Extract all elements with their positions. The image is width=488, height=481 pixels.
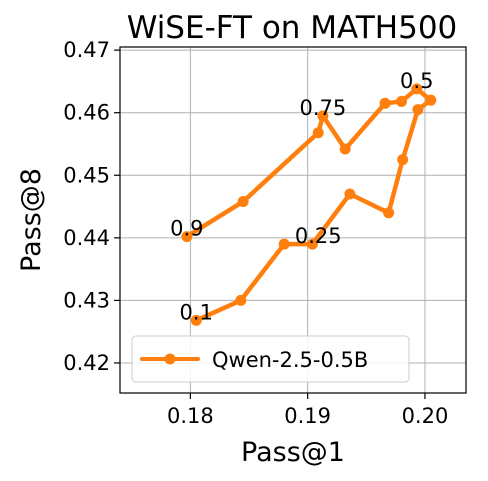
legend: Qwen-2.5-0.5B — [131, 335, 410, 383]
x-tick-label: 0.18 — [167, 404, 214, 428]
series-layer — [181, 83, 437, 326]
point-annotation: 0.9 — [170, 217, 203, 241]
data-point — [411, 83, 423, 95]
y-tick-label: 0.42 — [63, 351, 110, 375]
legend-marker — [164, 353, 176, 365]
point-annotation: 0.25 — [295, 224, 342, 248]
chart-title: WiSE-FT on MATH500 — [127, 10, 458, 46]
x-tick-label: 0.20 — [402, 404, 449, 428]
data-point — [312, 127, 324, 139]
data-point — [383, 207, 395, 219]
data-point — [235, 294, 247, 306]
data-point — [344, 188, 356, 200]
legend-box — [131, 335, 410, 383]
y-tick-label: 0.44 — [63, 226, 110, 250]
data-point — [412, 104, 424, 116]
point-annotation: 0.5 — [400, 69, 433, 93]
y-tick-label: 0.47 — [63, 38, 110, 62]
ticks: 0.18 0.19 0.20 0.42 0.43 0.44 0.45 0.46 0.47 — [63, 38, 448, 428]
legend-label: Qwen-2.5-0.5B — [212, 348, 368, 372]
point-annotation: 0.1 — [180, 300, 213, 324]
point-annotation: 0.75 — [300, 96, 347, 120]
data-point — [237, 196, 249, 208]
y-tick-label: 0.43 — [63, 288, 110, 312]
data-point — [379, 97, 391, 109]
data-point — [317, 110, 329, 122]
data-point — [425, 94, 437, 106]
data-point — [395, 95, 407, 107]
series-line — [184, 86, 434, 323]
x-tick-label: 0.19 — [284, 404, 331, 428]
y-tick-label: 0.45 — [63, 163, 110, 187]
data-point — [190, 314, 202, 326]
y-tick-label: 0.46 — [63, 101, 110, 125]
x-axis-label: Pass@1 — [241, 437, 345, 468]
plot-frame — [119, 46, 467, 394]
data-point — [306, 238, 318, 250]
data-point — [397, 154, 409, 166]
data-point — [339, 143, 351, 155]
y-axis-label: Pass@8 — [16, 168, 47, 272]
data-point — [278, 238, 290, 250]
data-point — [181, 231, 193, 243]
annotations: 0.1 0.25 0.5 0.75 0.9 — [170, 69, 433, 325]
